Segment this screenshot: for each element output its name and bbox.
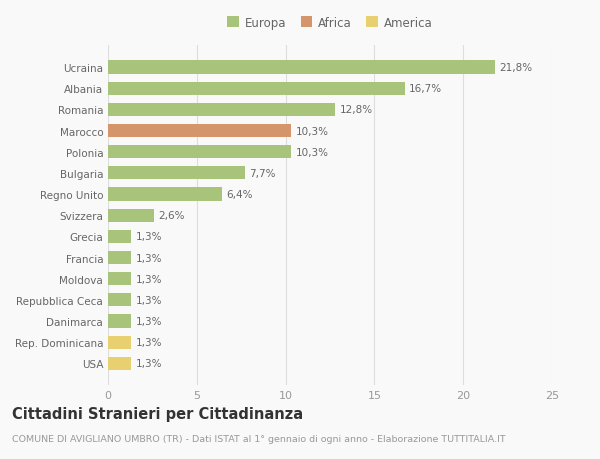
Bar	[108, 357, 131, 370]
Text: 1,3%: 1,3%	[136, 253, 162, 263]
Bar	[108, 294, 131, 307]
Bar	[108, 252, 131, 264]
Text: 6,4%: 6,4%	[226, 190, 253, 200]
Text: 10,3%: 10,3%	[295, 126, 328, 136]
Bar	[108, 146, 291, 159]
Legend: Europa, Africa, America: Europa, Africa, America	[224, 13, 436, 33]
Text: 12,8%: 12,8%	[340, 105, 373, 115]
Bar	[108, 104, 335, 117]
Text: 1,3%: 1,3%	[136, 295, 162, 305]
Bar	[108, 273, 131, 285]
Bar	[108, 62, 495, 74]
Text: 16,7%: 16,7%	[409, 84, 442, 94]
Text: 1,3%: 1,3%	[136, 232, 162, 242]
Bar	[108, 188, 221, 201]
Bar	[108, 83, 404, 95]
Text: 2,6%: 2,6%	[158, 211, 185, 221]
Text: 21,8%: 21,8%	[500, 63, 533, 73]
Text: 1,3%: 1,3%	[136, 358, 162, 369]
Text: 1,3%: 1,3%	[136, 274, 162, 284]
Bar	[108, 230, 131, 243]
Text: 1,3%: 1,3%	[136, 337, 162, 347]
Text: 7,7%: 7,7%	[249, 168, 275, 179]
Bar	[108, 167, 245, 180]
Bar	[108, 315, 131, 328]
Text: COMUNE DI AVIGLIANO UMBRO (TR) - Dati ISTAT al 1° gennaio di ogni anno - Elabora: COMUNE DI AVIGLIANO UMBRO (TR) - Dati IS…	[12, 434, 506, 443]
Text: 1,3%: 1,3%	[136, 316, 162, 326]
Bar	[108, 336, 131, 349]
Bar	[108, 125, 291, 138]
Text: Cittadini Stranieri per Cittadinanza: Cittadini Stranieri per Cittadinanza	[12, 406, 303, 421]
Text: 10,3%: 10,3%	[295, 147, 328, 157]
Bar	[108, 209, 154, 222]
